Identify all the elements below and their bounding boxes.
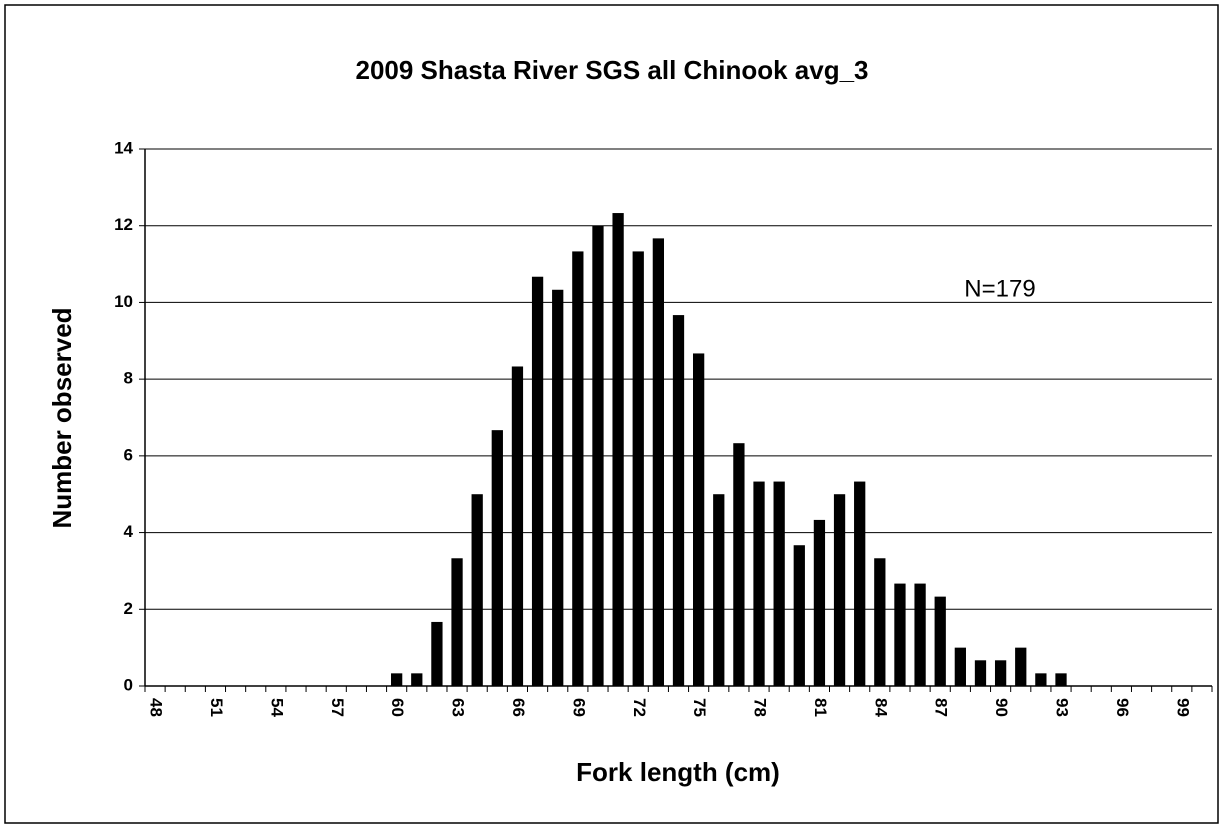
bar — [833, 494, 846, 686]
y-tick-label: 12 — [114, 215, 133, 234]
bar — [451, 558, 463, 686]
bar — [713, 494, 725, 686]
bar — [511, 366, 524, 686]
x-tick-label: 66 — [509, 698, 528, 717]
y-axis-label: Number observed — [47, 307, 77, 528]
x-tick-label: 78 — [751, 698, 770, 717]
x-tick-label: 96 — [1113, 698, 1132, 717]
bar — [1035, 673, 1047, 686]
bar — [391, 673, 403, 686]
x-tick-label: 72 — [630, 698, 649, 717]
bar — [934, 596, 946, 686]
bar — [531, 276, 544, 686]
x-tick-label: 81 — [811, 698, 830, 717]
bar — [672, 315, 685, 686]
y-tick-label: 6 — [124, 445, 133, 464]
y-tick-label: 4 — [124, 522, 134, 541]
x-tick-label: 90 — [992, 698, 1011, 717]
bar — [974, 660, 987, 686]
bar — [1015, 647, 1027, 686]
x-tick-label: 48 — [147, 698, 166, 717]
bar — [612, 213, 624, 686]
bar — [793, 545, 805, 686]
x-tick-label: 93 — [1053, 698, 1072, 717]
x-tick-label: 99 — [1173, 698, 1192, 717]
chart-title: 2009 Shasta River SGS all Chinook avg_3 — [355, 55, 868, 85]
y-tick-label: 10 — [114, 292, 133, 311]
bar — [733, 443, 745, 686]
bar — [874, 558, 886, 686]
bar — [471, 494, 483, 686]
bar — [592, 225, 604, 686]
bar — [954, 647, 966, 686]
bar — [411, 673, 423, 686]
bar — [1055, 673, 1067, 686]
bar — [994, 660, 1007, 686]
x-tick-label: 84 — [871, 698, 890, 717]
bar — [491, 430, 503, 686]
bar — [652, 238, 665, 687]
bar — [894, 583, 906, 686]
y-tick-label: 2 — [124, 599, 133, 618]
y-tick-label: 14 — [114, 138, 133, 157]
bar — [552, 289, 564, 686]
x-tick-label: 87 — [932, 698, 951, 717]
y-tick-label: 0 — [124, 675, 133, 694]
x-tick-label: 57 — [328, 698, 347, 717]
bar — [773, 481, 785, 686]
y-tick-label: 8 — [124, 369, 133, 388]
bar — [753, 481, 765, 686]
x-tick-label: 60 — [388, 698, 407, 717]
annotation: N=179 — [964, 275, 1035, 302]
bar — [431, 621, 443, 686]
bar — [632, 251, 644, 686]
x-tick-label: 69 — [569, 698, 588, 717]
x-tick-label: 51 — [207, 698, 226, 717]
bar — [692, 353, 705, 686]
bar — [914, 583, 926, 686]
bar — [854, 481, 866, 686]
x-tick-label: 63 — [449, 698, 468, 717]
bar — [813, 519, 826, 686]
x-axis-label: Fork length (cm) — [576, 757, 780, 787]
bar — [572, 251, 584, 686]
chart-border — [4, 4, 1219, 824]
x-tick-label: 54 — [267, 698, 286, 717]
x-tick-label: 75 — [690, 698, 709, 717]
